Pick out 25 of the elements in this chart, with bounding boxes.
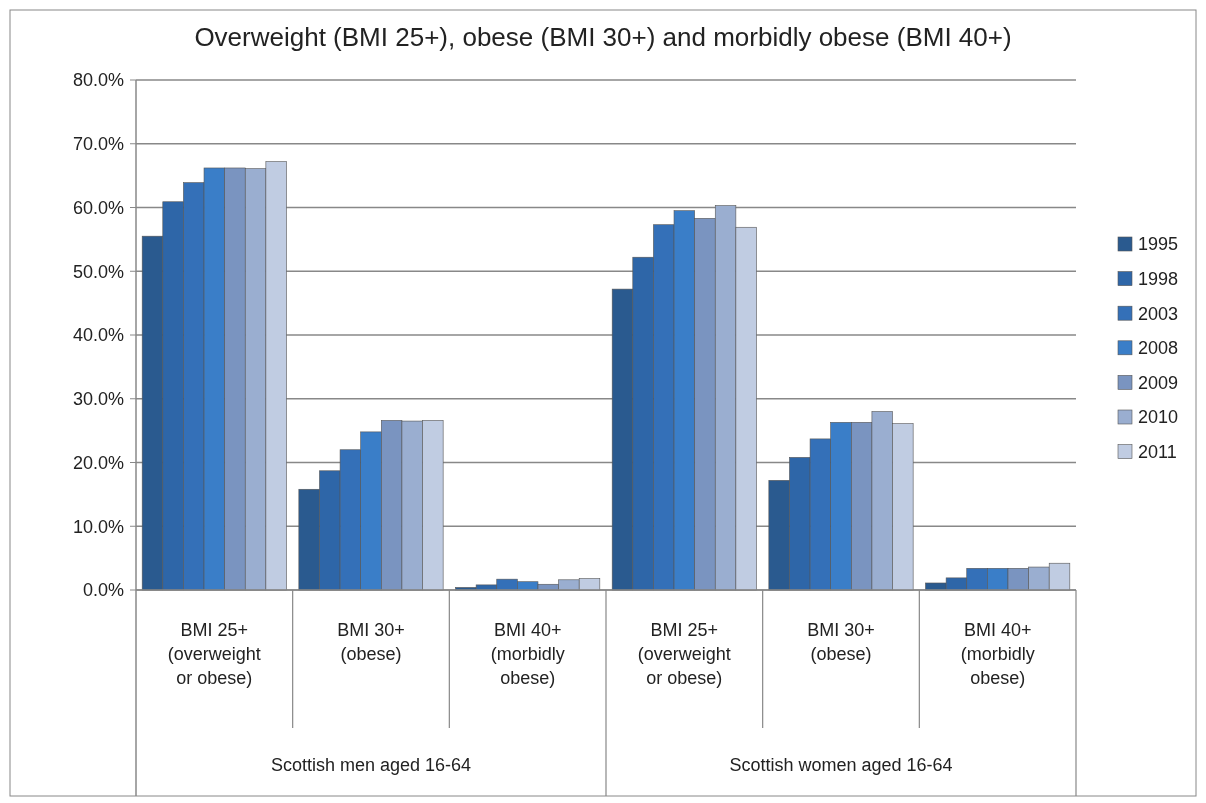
x-tick-label: BMI 25+ (overweight or obese)	[637, 620, 731, 688]
y-tick-label: 80.0%	[72, 70, 124, 91]
x-tick-label: BMI 30+ (obese)	[807, 620, 875, 664]
legend-label: 2003	[1138, 303, 1179, 324]
y-tick-label: 60.0%	[72, 197, 124, 218]
y-tick-label: 70.0%	[72, 134, 124, 155]
y-tick-label: 30.0%	[72, 389, 124, 410]
x-tick-label: BMI 40+ (morbidly obese)	[490, 620, 565, 688]
x-tick-label: BMI 25+ (overweight or obese)	[167, 620, 261, 688]
text: Scottish men aged 16-64	[270, 755, 472, 775]
legend-label: 1998	[1138, 268, 1179, 289]
legend-label: 2010	[1138, 407, 1179, 428]
y-tick-label: 20.0%	[72, 452, 124, 473]
x-tick-label: BMI 40+ (morbidly obese)	[960, 620, 1035, 688]
x-tick-label: BMI 30+ (obese)	[337, 620, 405, 664]
y-tick-label: 0.0%	[82, 580, 124, 601]
chart-title: Overweight (BMI 25+), obese (BMI 30+) and morbidly obese (BMI 40+)	[194, 22, 1012, 52]
y-tick-label: 50.0%	[72, 261, 124, 282]
y-tick-label: 10.0%	[72, 516, 124, 537]
legend-label: 2009	[1138, 372, 1179, 393]
legend-label: 2011	[1138, 441, 1177, 462]
legend-label: 1995	[1138, 234, 1179, 255]
text: Scottish women aged 16-64	[729, 755, 953, 775]
y-tick-label: 40.0%	[72, 325, 124, 346]
legend-label: 2008	[1138, 338, 1179, 359]
